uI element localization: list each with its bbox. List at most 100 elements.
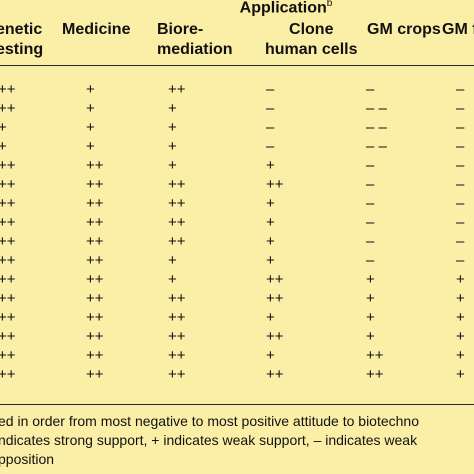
cell-gm-crops: – [366, 176, 375, 193]
footnotes: ed in order from most negative to most p… [0, 412, 474, 469]
cell-medicine: ++ [86, 309, 104, 326]
cell-gm-crops: – [366, 233, 375, 250]
cell-bioremediation: ++ [168, 290, 186, 307]
cell-clone-human-cells: – [266, 119, 275, 136]
cell-gm-food: + [456, 347, 465, 364]
column-header-medicine: Medicine [62, 20, 130, 40]
cell-gm-food: + [456, 271, 465, 288]
cell-bioremediation: + [168, 138, 177, 155]
cell-gm-food: – [456, 81, 465, 98]
column-header-bioremediation: Biore- mediation [157, 20, 233, 60]
table-body: ++ + ++ – – – ++ + + – – – – + + + – – – – + + + – – – – ++ ++ + + –… [0, 80, 474, 384]
cell-medicine: ++ [86, 195, 104, 212]
cell-gm-crops: + [366, 290, 375, 307]
column-header-line: Biore- [157, 21, 204, 38]
cell-bioremediation: + [168, 157, 177, 174]
cell-bioremediation: ++ [168, 81, 186, 98]
column-header-clone-human-cells: Clone human cells [265, 20, 357, 60]
cell-genetic-testing: ++ [0, 81, 16, 98]
cell-genetic-testing: ++ [0, 290, 16, 307]
column-header-line: GM f [442, 21, 474, 38]
cell-gm-food: – [456, 233, 465, 250]
cell-bioremediation: ++ [168, 176, 186, 193]
table-row: ++ ++ + + – – [0, 156, 474, 175]
cell-medicine: + [86, 119, 95, 136]
cell-medicine: ++ [86, 233, 104, 250]
table-row: + + + – – – – [0, 118, 474, 137]
cell-clone-human-cells: – [266, 138, 275, 155]
cell-genetic-testing: ++ [0, 309, 16, 326]
cell-gm-crops: ++ [366, 347, 384, 364]
cell-genetic-testing: ++ [0, 252, 16, 269]
cell-medicine: ++ [86, 271, 104, 288]
table-row: +++++++++ [0, 308, 474, 327]
cell-clone-human-cells: ++ [266, 176, 284, 193]
column-header-line: mediation [157, 41, 233, 58]
table-row: ++ + + – – – – [0, 99, 474, 118]
cell-bioremediation: + [168, 119, 177, 136]
cell-bioremediation: ++ [168, 309, 186, 326]
cell-clone-human-cells: ++ [266, 271, 284, 288]
footnote-line: ed in order from most negative to most p… [0, 413, 420, 429]
cell-gm-food: – [456, 214, 465, 231]
table-row: ++ ++ ++ + – – [0, 194, 474, 213]
cell-gm-food: – [456, 119, 465, 136]
cell-gm-food: – [456, 157, 465, 174]
table-row: ++ ++ ++ ++ – – [0, 175, 474, 194]
header-rule [0, 65, 474, 66]
column-header-line: human cells [265, 41, 358, 58]
table-row: ++++++++++ [0, 289, 474, 308]
cell-medicine: ++ [86, 347, 104, 364]
cell-bioremediation: + [168, 252, 177, 269]
cell-medicine: ++ [86, 328, 104, 345]
table-row: ++ ++ ++ + – – [0, 213, 474, 232]
cell-bioremediation: + [168, 100, 177, 117]
cell-gm-crops: – – [366, 119, 387, 136]
application-superscript: b [326, 0, 333, 9]
cell-clone-human-cells: + [266, 233, 275, 250]
cell-gm-crops: – [366, 252, 375, 269]
column-header-gm-food: GM f [442, 20, 474, 40]
cell-gm-food: – [456, 176, 465, 193]
column-header-line: Medicine [62, 21, 131, 38]
cell-clone-human-cells: – [266, 100, 275, 117]
cell-clone-human-cells: + [266, 214, 275, 231]
cell-genetic-testing: ++ [0, 328, 16, 345]
cell-genetic-testing: + [0, 138, 7, 155]
cell-gm-crops: + [366, 309, 375, 326]
column-header-line: Clone [289, 21, 334, 38]
cell-bioremediation: + [168, 271, 177, 288]
table-row: ++ ++ + + – – [0, 251, 474, 270]
cell-genetic-testing: ++ [0, 347, 16, 364]
column-header-line: GM crops [367, 21, 441, 38]
column-header-line: enetic [0, 21, 43, 38]
application-header: Applicationb [196, 0, 376, 17]
cell-clone-human-cells: + [266, 195, 275, 212]
cell-clone-human-cells: ++ [266, 290, 284, 307]
cell-genetic-testing: ++ [0, 157, 16, 174]
cell-bioremediation: ++ [168, 195, 186, 212]
cell-bioremediation: ++ [168, 214, 186, 231]
cell-gm-food: – [456, 100, 465, 117]
cell-medicine: ++ [86, 290, 104, 307]
cell-bioremediation: ++ [168, 366, 186, 383]
cell-genetic-testing: ++ [0, 214, 16, 231]
table-row: ++ ++ ++ ++ ++ + [0, 365, 474, 384]
cell-gm-crops: – [366, 214, 375, 231]
cell-medicine: ++ [86, 176, 104, 193]
cell-clone-human-cells: + [266, 157, 275, 174]
cell-clone-human-cells: ++ [266, 366, 284, 383]
cell-clone-human-cells: – [266, 81, 275, 98]
table-row: + + + – – – – [0, 137, 474, 156]
cell-gm-food: – [456, 252, 465, 269]
column-header-gm-crops: GM crops [367, 20, 441, 40]
cell-genetic-testing: ++ [0, 176, 16, 193]
cell-medicine: + [86, 138, 95, 155]
table-row: ++ + ++ – – – [0, 80, 474, 99]
cell-bioremediation: ++ [168, 328, 186, 345]
cell-clone-human-cells: + [266, 252, 275, 269]
cell-gm-crops: – [366, 81, 375, 98]
cell-genetic-testing: ++ [0, 195, 16, 212]
cell-gm-crops: – [366, 195, 375, 212]
